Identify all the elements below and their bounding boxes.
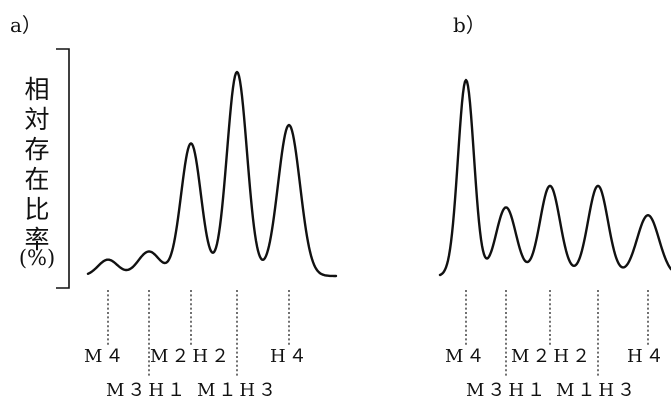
iso-label-b-M3H1: M３H１ xyxy=(466,380,548,401)
panel-b: b） M４ M３H１ M２H２ M１H３ H４ xyxy=(438,13,671,401)
series-line-b xyxy=(438,78,671,277)
series-line-a xyxy=(86,70,338,278)
iso-label-b-M1H3: M１H３ xyxy=(556,380,638,401)
iso-label-b-M2H2: M２H２ xyxy=(511,346,593,367)
iso-label-a-M3H1: M３H１ xyxy=(106,380,188,401)
iso-label-a-M1H3: M１H３ xyxy=(197,380,279,401)
panel-a: a） 相 対 存 在 比 率 (%) M４ M３H１ M２H２ M１H３ H４ xyxy=(10,13,338,401)
y-label-char-1: 相 xyxy=(24,75,49,104)
y-label-percent: (%) xyxy=(19,246,55,270)
y-label-char-2: 対 xyxy=(24,105,49,134)
tick-group-b xyxy=(465,290,649,378)
y-label-char-3: 存 xyxy=(24,135,49,164)
iso-label-a-M4: M４ xyxy=(84,346,126,367)
y-label-char-6: 率 xyxy=(24,225,49,254)
y-axis-bracket xyxy=(56,48,70,289)
panel-a-label: a） xyxy=(10,13,42,37)
y-label-char-5: 比 xyxy=(24,195,49,224)
tick-group-a xyxy=(107,290,290,378)
panel-b-label: b） xyxy=(453,13,486,37)
iso-label-b-H4: H４ xyxy=(627,346,667,367)
y-label-char-4: 在 xyxy=(24,165,49,194)
iso-label-a-H4: H４ xyxy=(270,346,310,367)
iso-label-a-M2H2: M２H２ xyxy=(150,346,232,367)
iso-label-b-M4: M４ xyxy=(445,346,487,367)
